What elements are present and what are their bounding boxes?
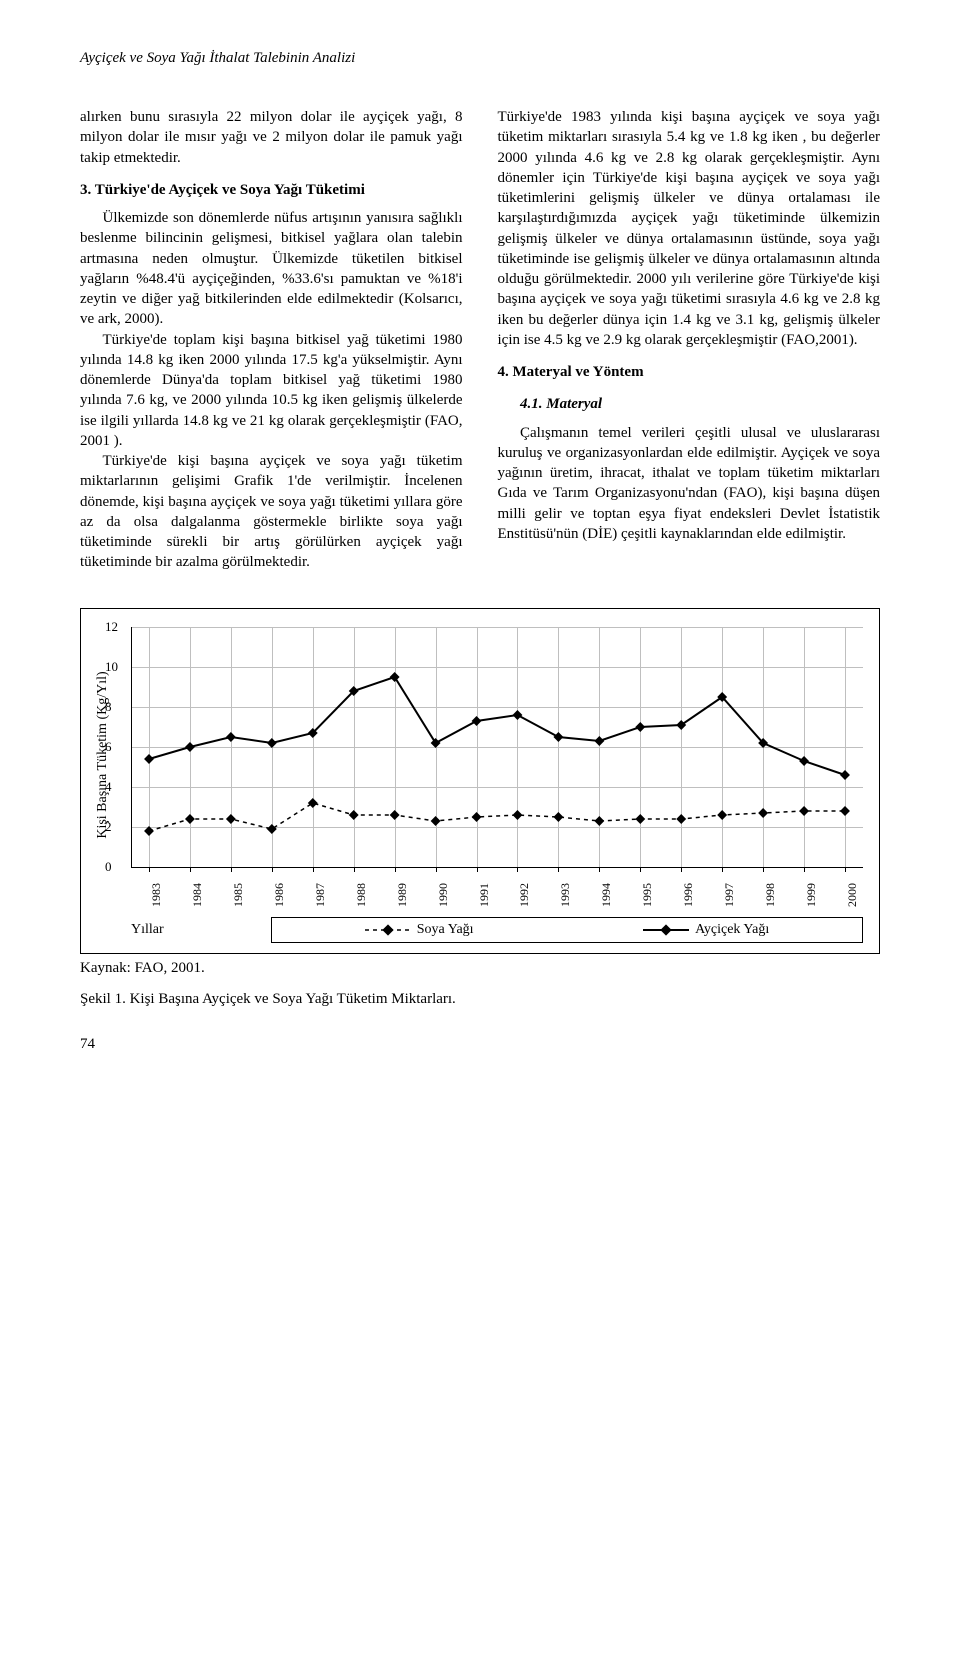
legend-label-aycicek: Ayçiçek Yağı bbox=[695, 922, 769, 938]
y-axis-label: Kişi Başına Tüketim (Kg/Yıl) bbox=[95, 671, 111, 838]
para: Çalışmanın temel verileri çeşitli ulusal… bbox=[498, 423, 881, 545]
two-column-body: alırken bunu sırasıyla 22 milyon dolar i… bbox=[80, 107, 880, 573]
y-tick: 8 bbox=[105, 699, 112, 715]
x-tick: 1999 bbox=[804, 883, 819, 907]
left-column: alırken bunu sırasıyla 22 milyon dolar i… bbox=[80, 107, 463, 573]
section-4-title: 4. Materyal ve Yöntem bbox=[498, 362, 881, 382]
y-tick: 0 bbox=[105, 859, 112, 875]
para: Ülkemizde son dönemlerde nüfus artışının… bbox=[80, 208, 463, 330]
plot-area: Kişi Başına Tüketim (Kg/Yıl) 02468101219… bbox=[131, 627, 863, 867]
x-tick: 1987 bbox=[313, 883, 328, 907]
running-title: Ayçiçek ve Soya Yağı İthalat Talebinin A… bbox=[80, 50, 880, 67]
x-tick: 1997 bbox=[722, 883, 737, 907]
y-tick: 2 bbox=[105, 819, 112, 835]
x-tick: 1996 bbox=[681, 883, 696, 907]
x-tick: 1986 bbox=[272, 883, 287, 907]
x-tick: 1993 bbox=[558, 883, 573, 907]
section-4-1-title: 4.1. Materyal bbox=[520, 394, 880, 414]
page-number: 74 bbox=[80, 1036, 880, 1053]
x-tick: 1985 bbox=[231, 883, 246, 907]
para: Türkiye'de kişi başına ayçiçek ve soya y… bbox=[80, 451, 463, 573]
y-tick: 4 bbox=[105, 779, 112, 795]
section-3-title: 3. Türkiye'de Ayçiçek ve Soya Yağı Tüket… bbox=[80, 180, 463, 200]
legend-box: Soya Yağı Ayçiçek Yağı bbox=[271, 917, 863, 943]
chart-series bbox=[131, 627, 863, 867]
y-tick: 12 bbox=[105, 619, 118, 635]
x-tick: 1983 bbox=[149, 883, 164, 907]
legend-row: Yıllar Soya Yağı Ayçiçek Yağı bbox=[131, 917, 863, 943]
para: Türkiye'de 1983 yılında kişi başına ayçi… bbox=[498, 107, 881, 350]
legend-item-soya: Soya Yağı bbox=[365, 922, 474, 938]
figure-caption: Şekil 1. Kişi Başına Ayçiçek ve Soya Yağ… bbox=[80, 991, 880, 1008]
para: Türkiye'de toplam kişi başına bitkisel y… bbox=[80, 330, 463, 452]
y-tick: 10 bbox=[105, 659, 118, 675]
x-tick: 1989 bbox=[395, 883, 410, 907]
legend-label-soya: Soya Yağı bbox=[417, 922, 474, 938]
x-tick: 1994 bbox=[599, 883, 614, 907]
right-column: Türkiye'de 1983 yılında kişi başına ayçi… bbox=[498, 107, 881, 573]
x-tick: 1995 bbox=[640, 883, 655, 907]
x-tick: 1992 bbox=[517, 883, 532, 907]
legend-marker-aycicek bbox=[643, 923, 689, 937]
x-tick: 1991 bbox=[477, 883, 492, 907]
legend-item-aycicek: Ayçiçek Yağı bbox=[643, 922, 769, 938]
x-tick: 1988 bbox=[354, 883, 369, 907]
legend-marker-soya bbox=[365, 923, 411, 937]
x-tick: 1984 bbox=[190, 883, 205, 907]
chart-container: Kişi Başına Tüketim (Kg/Yıl) 0 2 4 6 8 10 12 19… bbox=[80, 608, 880, 954]
para: alırken bunu sırasıyla 22 milyon dolar i… bbox=[80, 107, 463, 168]
x-axis-label: Yıllar bbox=[131, 922, 271, 938]
y-tick: 6 bbox=[105, 739, 112, 755]
x-tick: 1998 bbox=[763, 883, 778, 907]
x-tick: 1990 bbox=[436, 883, 451, 907]
x-tick: 2000 bbox=[845, 883, 860, 907]
chart-source: Kaynak: FAO, 2001. bbox=[80, 960, 880, 977]
